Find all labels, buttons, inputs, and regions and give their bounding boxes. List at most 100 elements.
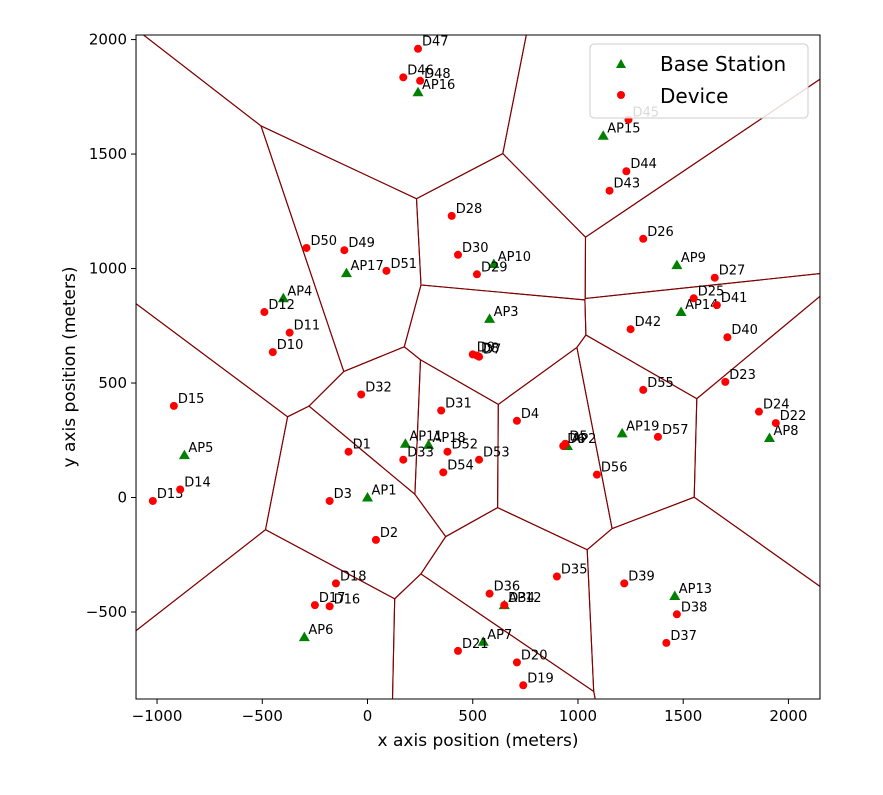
base-station-label-ap1: AP1 (372, 484, 397, 499)
device-label-d49: D49 (348, 236, 375, 251)
device-label-d51: D51 (390, 257, 417, 272)
device-marker-d10 (268, 348, 277, 357)
y-tick-label: −500 (86, 603, 127, 621)
device-marker-d55 (639, 385, 648, 394)
device-label-d39: D39 (628, 569, 655, 584)
device-label-d10: D10 (277, 338, 304, 353)
voronoi-cell-ap6 (136, 529, 396, 699)
voronoi-cell-ap17 (260, 124, 422, 373)
device-label-d41: D41 (721, 291, 748, 306)
legend: Base Station Device (589, 43, 809, 119)
axis-ticks: −1000 −500 0 500 1000 1500 2000 −500 0 500 1000 150… (86, 31, 808, 725)
device-label-d34: D34 (508, 591, 535, 606)
base-station-label-ap6: AP6 (308, 623, 333, 638)
plot-frame (135, 34, 821, 700)
base-station-label-ap15: AP15 (607, 122, 640, 137)
device-marker-d25 (689, 294, 698, 303)
device-label-d14: D14 (184, 475, 211, 490)
device-label-d20: D20 (521, 648, 548, 663)
device-marker-d49 (340, 246, 349, 255)
device-label-d38: D38 (681, 600, 708, 615)
device-marker-d31 (437, 406, 446, 415)
device-marker-d41 (712, 301, 721, 310)
base-station-marker-ap4 (277, 292, 289, 303)
device-label-d9: D9 (477, 340, 495, 355)
base-station-label-ap16: AP16 (422, 78, 455, 93)
device-marker-d50 (302, 243, 311, 252)
voronoi-cell-ap19 (576, 334, 698, 530)
device-marker-d51 (382, 266, 391, 275)
x-tick-label: 500 (458, 707, 487, 725)
base-station-marker-ap6 (298, 631, 310, 642)
device-marker-d13 (148, 496, 157, 505)
device-marker-d40 (723, 333, 732, 342)
device-marker-d14 (176, 485, 185, 494)
device-label-d43: D43 (614, 177, 641, 192)
device-label-d2: D2 (380, 526, 398, 541)
base-station-label-ap13: AP13 (679, 582, 712, 597)
voronoi-edges (136, 35, 820, 699)
device-label-d4: D4 (521, 407, 539, 422)
device-label-d7: D7 (483, 343, 501, 358)
device-label-d50: D50 (310, 234, 337, 249)
device-marker-d56 (592, 470, 601, 479)
device-label-d5: D5 (569, 430, 587, 445)
device-label-d15: D15 (178, 392, 205, 407)
base-station-label-ap11: AP11 (409, 430, 442, 445)
device-marker-d19 (519, 681, 528, 690)
device-marker-d44 (622, 167, 631, 176)
device-label-d26: D26 (647, 225, 674, 240)
x-tick-label: 1500 (664, 707, 702, 725)
device-marker-d29 (472, 270, 481, 279)
device-marker-d2 (371, 535, 380, 544)
device-marker-d23 (721, 377, 730, 386)
device-marker-d21 (454, 646, 463, 655)
device-label-d16: D16 (334, 592, 361, 607)
base-station-marker-ap1 (362, 492, 374, 502)
device-label-d21: D21 (462, 637, 489, 652)
y-tick-label: 0 (117, 489, 127, 507)
device-marker-d36 (485, 589, 494, 598)
device-marker-d9 (468, 350, 477, 359)
device-label-d23: D23 (729, 368, 756, 383)
base-station-label-ap2: AP2 (571, 432, 596, 447)
device-label-d57: D57 (662, 423, 689, 438)
device-label-d1: D1 (353, 438, 371, 453)
device-marker-d22 (771, 419, 780, 428)
legend-box (589, 43, 809, 119)
base-station-label-ap10: AP10 (498, 250, 531, 265)
device-label-d22: D22 (780, 409, 807, 424)
device-label-d47: D47 (422, 35, 449, 50)
base-station-marker-ap16 (412, 86, 424, 97)
y-axis-label: y axis position (meters) (60, 267, 80, 468)
legend-triangle-marker (616, 59, 626, 68)
device-label-d19: D19 (527, 671, 554, 686)
base-station-marker-ap10 (488, 258, 500, 268)
device-marker-d30 (454, 250, 463, 259)
device-marker-d1 (344, 447, 353, 456)
device-label-d36: D36 (494, 580, 521, 595)
data-points: AP1 AP2 AP3 AP4 AP5 AP6 AP7 AP8 AP9 AP10 AP11 AP12 A… (148, 35, 807, 690)
base-station-marker-ap18 (423, 439, 435, 449)
base-station-label-ap7: AP7 (487, 628, 512, 643)
device-label-d30: D30 (462, 241, 489, 256)
base-station-marker-ap11 (399, 438, 411, 448)
base-station-marker-ap5 (178, 449, 190, 460)
device-label-d25: D25 (698, 284, 725, 299)
device-label-d35: D35 (561, 563, 588, 578)
device-label-d54: D54 (447, 458, 474, 473)
device-marker-d35 (552, 572, 561, 581)
device-marker-d54 (439, 468, 448, 477)
base-station-label-ap17: AP17 (350, 259, 383, 274)
base-station-label-ap18: AP18 (433, 431, 466, 446)
base-station-label-ap12: AP12 (508, 591, 541, 606)
device-label-d42: D42 (635, 315, 662, 330)
base-station-marker-ap17 (340, 267, 352, 278)
device-marker-d52 (443, 447, 452, 456)
x-tick-label: 0 (363, 707, 373, 725)
device-label-d24: D24 (763, 398, 790, 413)
device-marker-d28 (447, 211, 456, 220)
device-label-d31: D31 (445, 397, 472, 412)
